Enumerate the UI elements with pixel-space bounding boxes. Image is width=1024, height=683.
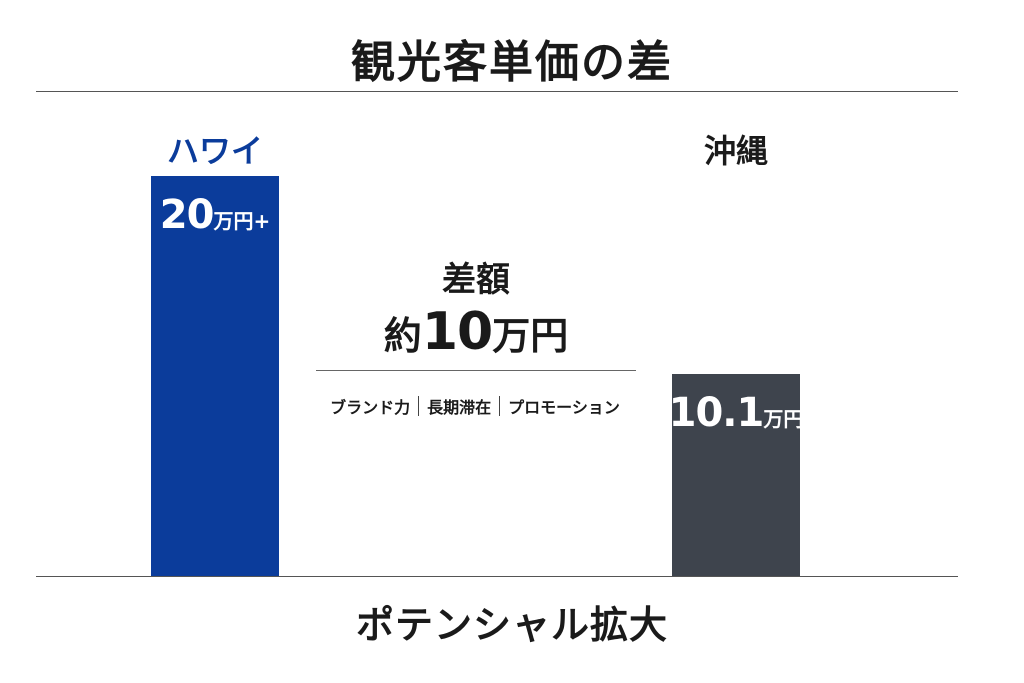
top-divider xyxy=(36,91,958,92)
difference-prefix: 約 xyxy=(383,314,422,358)
value-label-1: 10.1万円 xyxy=(636,390,836,436)
factor-promotion: プロモーション xyxy=(508,398,620,417)
baseline xyxy=(36,576,958,577)
category-label-0: ハワイ xyxy=(166,132,263,170)
bar-0 xyxy=(151,176,279,576)
bar-1 xyxy=(672,374,800,576)
difference-unit: 万円 xyxy=(492,314,569,358)
value-number-0: 20 xyxy=(159,192,215,238)
category-label-1: 沖縄 xyxy=(703,132,768,170)
factor-long-stay: 長期滞在 xyxy=(427,398,492,417)
value-unit-1: 万円 xyxy=(763,407,804,431)
chart-title: 観光客単価の差 xyxy=(351,37,673,88)
factor-separator xyxy=(499,396,501,416)
difference-number: 10 xyxy=(421,302,493,362)
difference-value: 約10万円 xyxy=(316,302,636,362)
factor-brand: ブランド力 xyxy=(330,398,411,417)
value-unit-0: 万円+ xyxy=(213,209,271,233)
value-number-1: 10.1 xyxy=(668,390,765,436)
difference-heading: 差額 xyxy=(442,260,510,300)
factor-list: ブランド力 長期滞在 プロモーション xyxy=(300,394,650,418)
annotation-divider xyxy=(316,370,636,371)
bottom-caption: ポテンシャル拡大 xyxy=(355,603,668,647)
factor-separator xyxy=(418,396,420,416)
value-label-0: 20万円+ xyxy=(115,192,315,238)
